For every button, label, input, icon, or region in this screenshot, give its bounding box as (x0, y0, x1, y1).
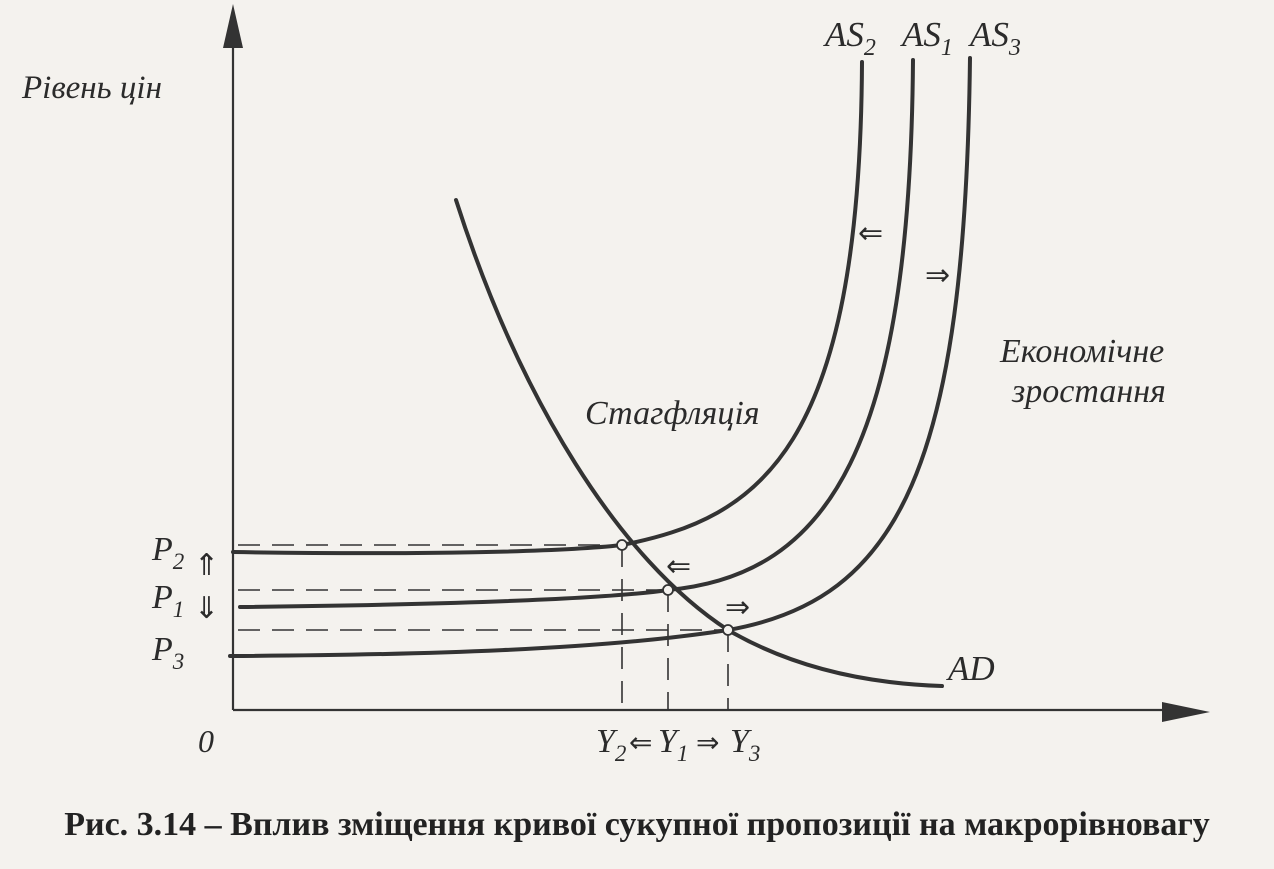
point-e2 (616, 539, 628, 551)
as3-label: AS3 (968, 15, 1021, 61)
point-e1 (662, 584, 674, 596)
curves (228, 56, 972, 688)
growth-label-line1: Економічне (999, 333, 1164, 370)
y3-label: Y3 (730, 723, 760, 766)
ad-label: AD (946, 649, 995, 688)
equilibrium-points (616, 539, 734, 636)
y-right-arrow: ⇒ (696, 726, 719, 759)
p3-label: P3 (151, 631, 184, 674)
as2-label: AS2 (823, 15, 876, 61)
as3-curve (228, 56, 972, 658)
growth-label-line2: зростання (1011, 373, 1166, 410)
p1-label: P1 (151, 579, 184, 622)
axes (223, 4, 1210, 722)
as1-curve (238, 58, 915, 609)
point-e3 (722, 624, 734, 636)
x-axis-arrowhead (1162, 702, 1210, 722)
as-shift-right-arrow-top: ⇒ (925, 258, 950, 293)
as1-label: AS1 (900, 15, 953, 61)
as-shift-left-arrow-top: ⇐ (858, 216, 883, 251)
y1-label: Y1 (658, 723, 688, 766)
price-down-arrow: ⇓ (194, 591, 219, 626)
as-shift-right-arrow-bottom: ⇒ (725, 590, 750, 625)
guide-lines (238, 544, 729, 710)
figure-caption: Рис. 3.14 – Вплив зміщення кривої сукупн… (64, 806, 1210, 843)
p2-label: P2 (151, 531, 184, 574)
stagflation-label: Стагфляція (585, 395, 760, 432)
origin-label: 0 (198, 723, 214, 759)
as2-curve (231, 60, 864, 556)
y-left-arrow: ⇐ (629, 726, 652, 759)
y2-label: Y2 (596, 723, 626, 766)
y-axis-label: Рівень цін (21, 70, 162, 106)
ad-curve (454, 198, 944, 688)
y-axis-arrowhead (223, 4, 243, 48)
price-up-arrow: ⇑ (194, 548, 219, 583)
as-shift-left-arrow-bottom: ⇐ (666, 549, 691, 584)
